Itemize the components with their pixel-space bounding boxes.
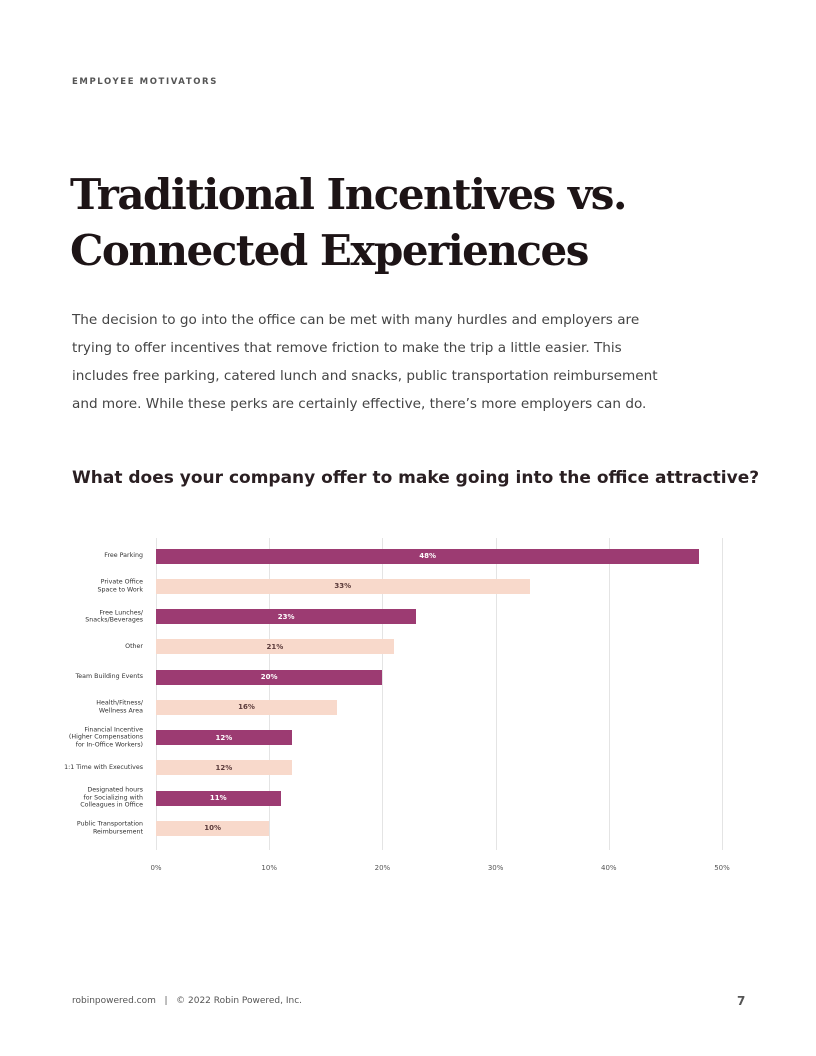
value-label: 33% (334, 582, 352, 591)
value-label: 16% (238, 703, 255, 712)
bar (156, 578, 530, 594)
grid-line (382, 538, 384, 850)
value-label: 12% (215, 733, 233, 742)
value-label: 21% (266, 642, 284, 651)
category-label: Team Building Events (75, 673, 143, 681)
grid-line (608, 538, 610, 850)
category-label: Public Transportation Reimbursement (76, 820, 143, 836)
bar (156, 548, 700, 564)
category-label: Financial Incentive (Higher Compensation… (68, 726, 143, 749)
body-text: The decision to go into the office can b… (72, 312, 658, 412)
grid-line (269, 538, 271, 850)
separator: | (164, 996, 168, 1006)
page-number: 7 (737, 994, 746, 1008)
grid-line (495, 538, 497, 850)
copyright: © 2022 Robin Powered, Inc. (176, 996, 303, 1006)
category-label: Free Lunches/ Snacks/Beverages (85, 608, 143, 624)
site: robinpowered.com (72, 996, 156, 1006)
bar (156, 699, 338, 715)
value-label: 11% (209, 794, 227, 802)
x-tick-label: 30% (487, 864, 504, 872)
title-line: Traditional Incentives vs. (70, 170, 628, 219)
grid-line (156, 538, 157, 850)
bar (156, 669, 383, 685)
value-label: 20% (260, 673, 278, 681)
category-label: Other (125, 642, 143, 650)
bar (156, 760, 292, 776)
value-label: 23% (277, 612, 295, 621)
value-label: 12% (215, 763, 233, 772)
x-tick-label: 10% (261, 864, 277, 872)
bar (156, 730, 292, 745)
title-line: Connected Experiences (70, 226, 589, 275)
x-tick-label: 0% (150, 864, 162, 872)
x-tick-label: 50% (714, 864, 730, 872)
category-label: 1:1 Time with Executives (64, 763, 143, 771)
category-label: Free Parking (104, 552, 143, 560)
x-tick-label: 20% (374, 864, 391, 872)
bar (156, 609, 417, 624)
chart-title: What does your company offer to make goi… (72, 468, 760, 488)
bar (156, 639, 394, 655)
footer: robinpowered.com | © 2022 Robin Powered,… (72, 996, 302, 1006)
category-label: Health/Fitness/ Wellness Area (96, 699, 143, 715)
grid-line (722, 538, 723, 850)
x-tick-label: 40% (601, 864, 617, 872)
category-label: Private Office Space to Work (97, 578, 143, 594)
section-label: EMPLOYEE MOTIVATORS (72, 77, 218, 87)
value-label: 10% (204, 824, 221, 833)
category-label: Designated hours for Socializing with Co… (80, 786, 143, 809)
bar (156, 790, 281, 806)
bar (156, 820, 270, 836)
value-label: 48% (419, 552, 437, 560)
